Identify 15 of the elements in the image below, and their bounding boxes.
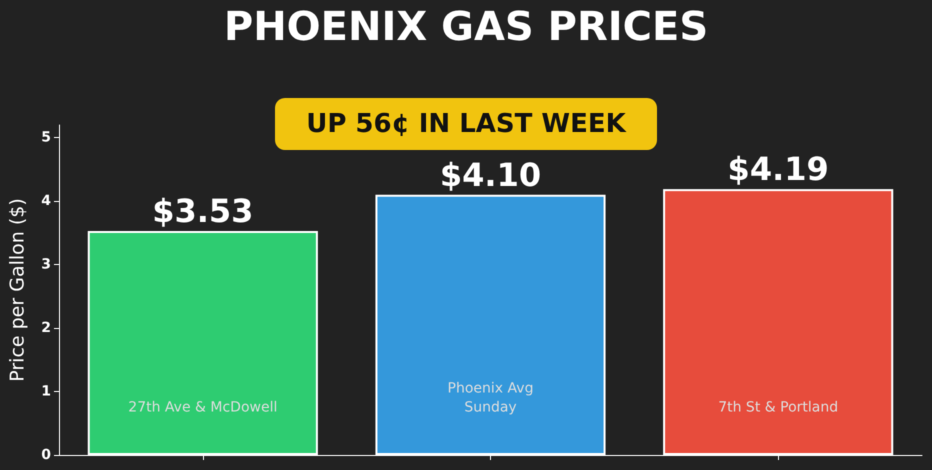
y-tick-label: 5 xyxy=(41,130,51,146)
data-label: $3.53 xyxy=(152,192,254,230)
y-tick-label: 1 xyxy=(41,384,51,400)
data-label: $4.19 xyxy=(728,150,829,188)
y-tick-label: 3 xyxy=(41,256,51,273)
x-tick-label: 7th St & Portland xyxy=(718,400,838,416)
y-tick-label: 0 xyxy=(41,447,52,463)
x-tick-label: 27th Ave & McDowell xyxy=(128,400,278,416)
x-tick-label: Phoenix Avg Sunday xyxy=(448,380,534,416)
data-label: $4.10 xyxy=(440,156,542,194)
chart-title: PHOENIX GAS PRICES xyxy=(224,4,708,50)
annotation: UP 56¢ IN LAST WEEK xyxy=(306,109,627,139)
y-tick-label: 4 xyxy=(41,193,52,210)
y-tick-label: 2 xyxy=(41,320,51,336)
y-axis-title: Price per Gallon ($) xyxy=(6,198,28,382)
